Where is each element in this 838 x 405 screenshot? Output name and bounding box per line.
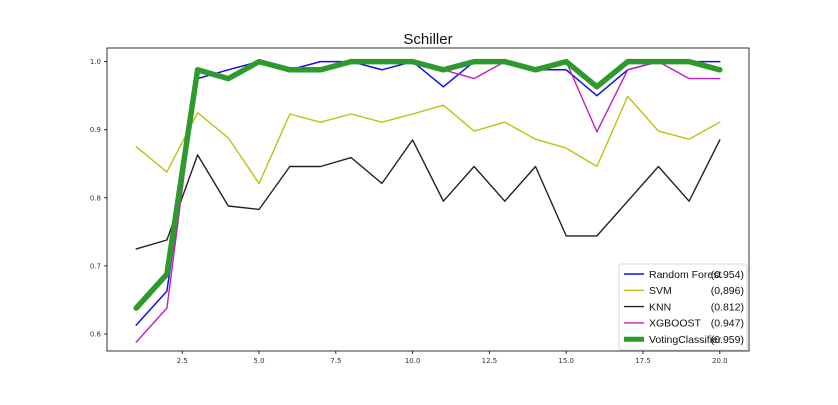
x-tick-label: 15.0 [558, 357, 574, 365]
x-tick-label: 17.5 [635, 357, 651, 365]
legend: Random Forest(0.954) SVM (0,896) KNN (0.812)… [618, 263, 748, 351]
series-line-knn [135, 139, 721, 250]
legend-score-svm: (0,896) [711, 285, 744, 297]
plot-frame [106, 47, 750, 352]
legend-label-random-forest: Random Forest [649, 269, 721, 281]
legend-label-votingclassifier: VotingClassifier [649, 334, 722, 346]
x-tick-label: 2.5 [177, 357, 188, 365]
x-tick-label: 20.0 [712, 357, 728, 365]
legend-label-svm: SVM [649, 285, 672, 297]
series-line-random-forest [135, 60, 721, 326]
legend-score-votingclassifier: (0.959) [711, 334, 744, 346]
x-tick-label: 10.0 [405, 357, 421, 365]
y-tick-label: 0.6 [90, 330, 102, 338]
x-tick-label: 12.5 [482, 357, 498, 365]
legend-score-random-forest: (0.954) [711, 269, 744, 281]
y-axis: 0.6 0.7 0.8 0.9 1.0 [90, 58, 107, 338]
x-tick-label: 7.5 [330, 357, 341, 365]
legend-label-xgboost: XGBOOST [649, 318, 702, 330]
series-line-svm [135, 95, 721, 185]
legend-score-knn: (0.812) [711, 301, 744, 313]
x-axis: 2.5 5.0 7.5 10.0 12.5 15.0 17.5 20.0 [177, 351, 728, 365]
y-tick-label: 1.0 [90, 58, 101, 66]
x-tick-label: 5.0 [253, 357, 264, 365]
y-tick-label: 0.8 [90, 194, 101, 202]
chart-title: Schiller [403, 31, 452, 48]
y-tick-label: 0.9 [90, 126, 101, 134]
series-lines [133, 58, 723, 343]
legend-label-knn: KNN [649, 301, 671, 313]
series-line-votingclassifier [133, 58, 723, 311]
y-tick-label: 0.7 [90, 262, 101, 270]
legend-score-xgboost: (0.947) [711, 318, 744, 330]
legend-box [618, 263, 748, 351]
